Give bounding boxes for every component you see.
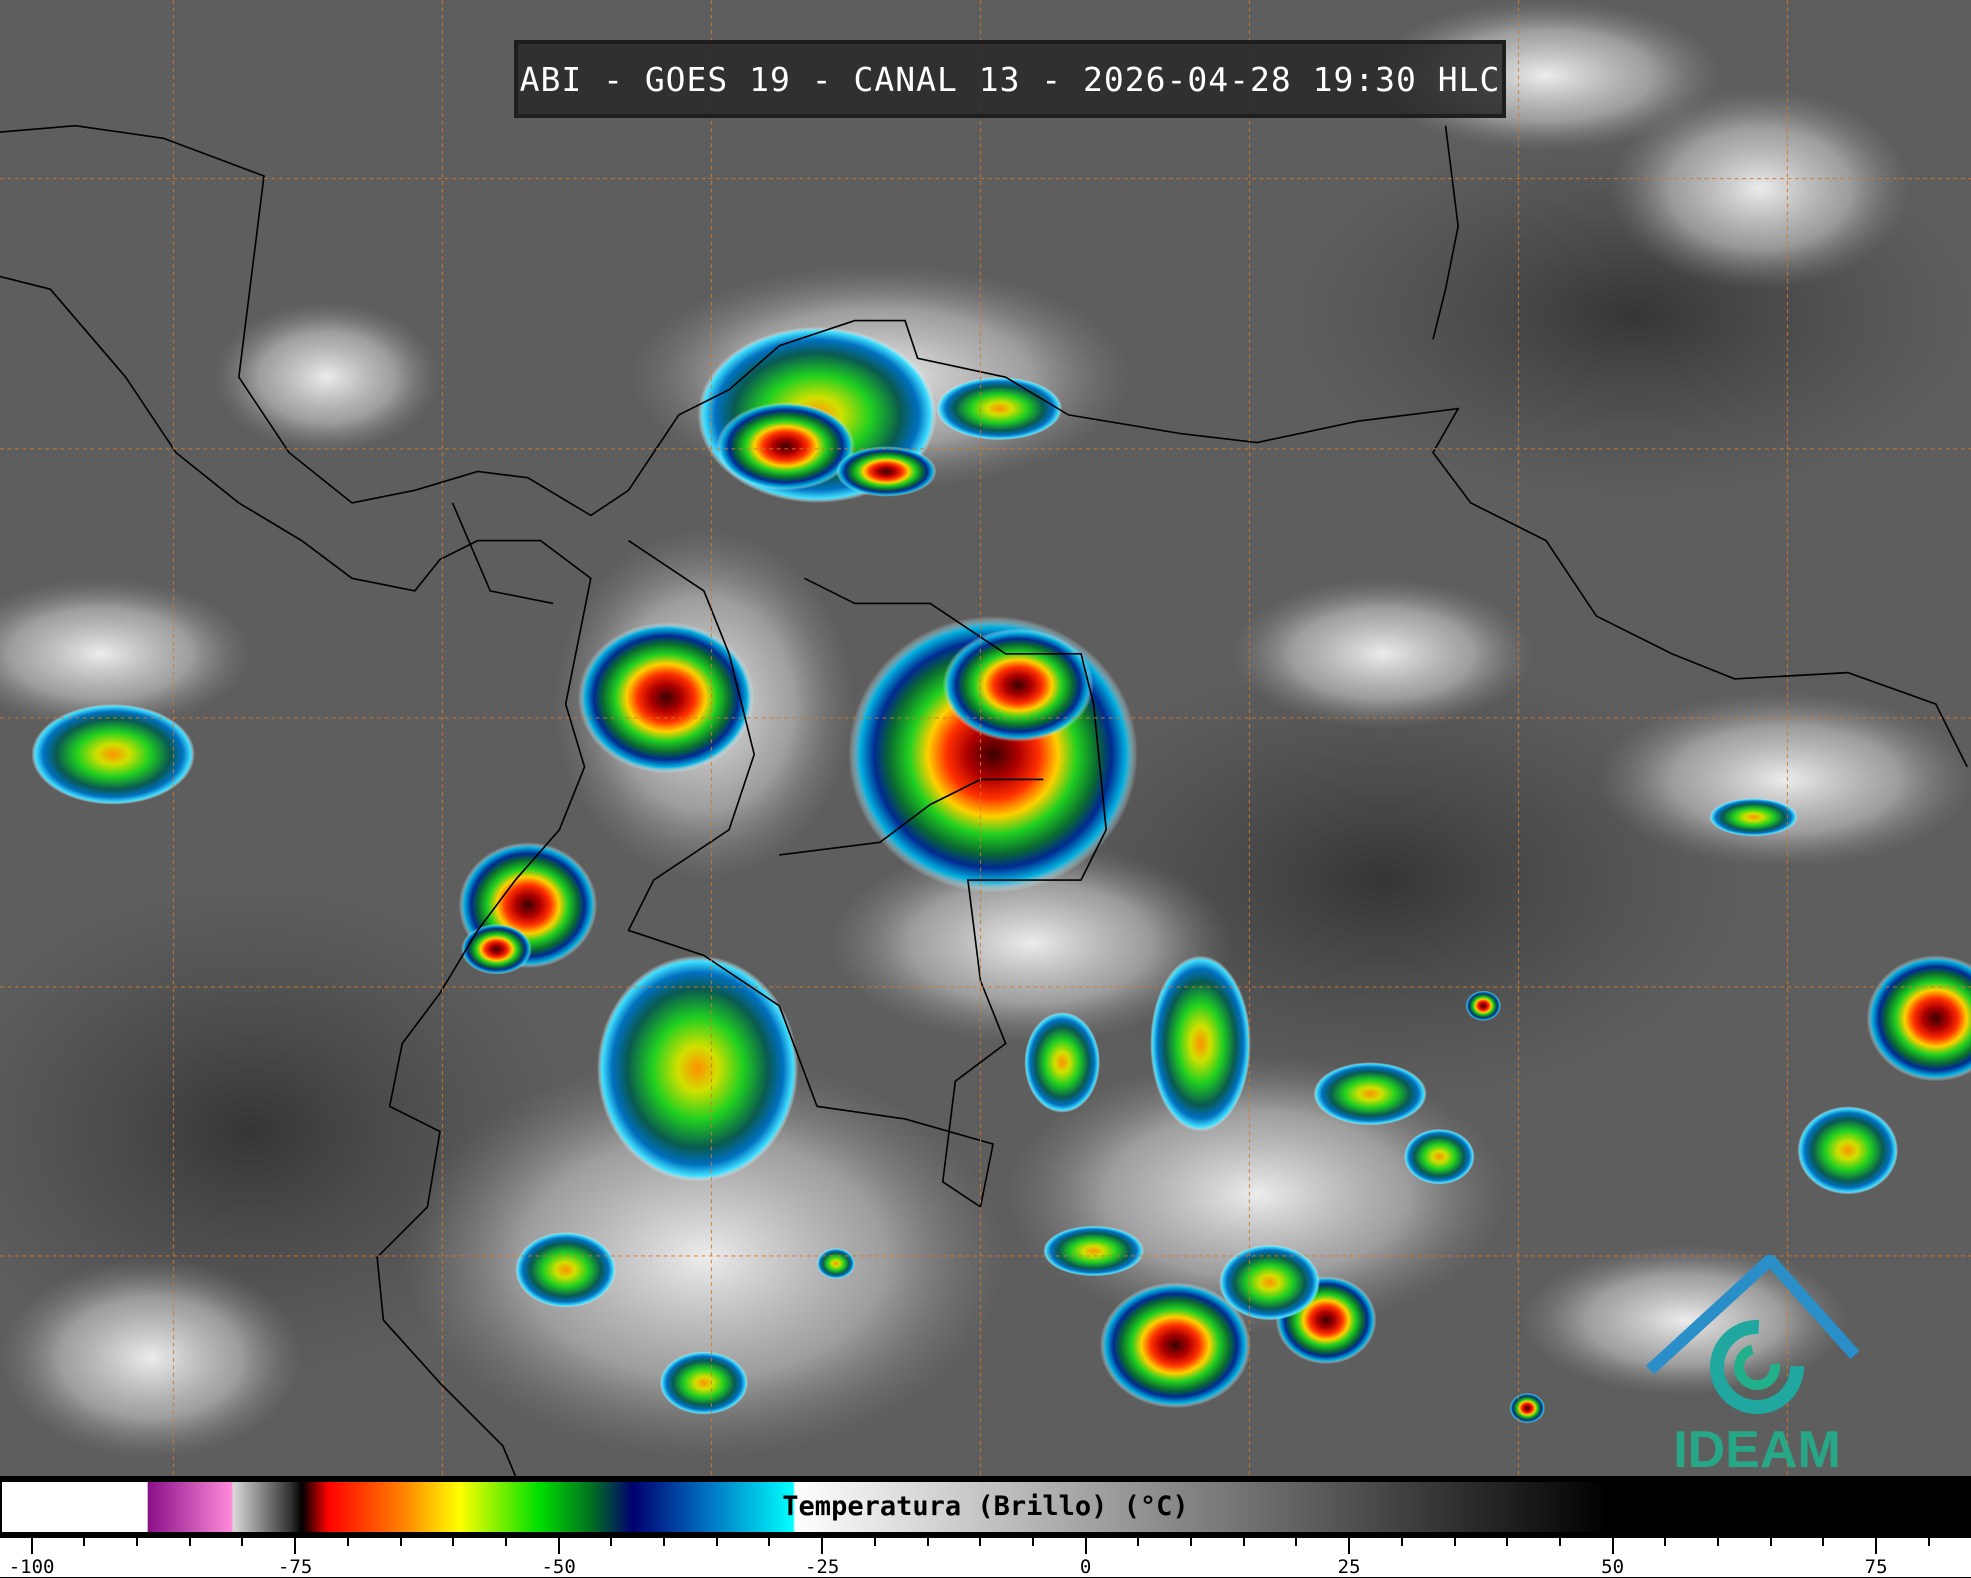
tick-label: 0	[1079, 1556, 1092, 1578]
minor-tick	[1453, 1538, 1456, 1546]
minor-tick	[399, 1538, 402, 1546]
major-tick	[821, 1538, 824, 1554]
minor-tick	[1822, 1538, 1825, 1546]
tick-label: -25	[804, 1556, 840, 1578]
title-banner: ABI - GOES 19 - CANAL 13 - 2026-04-28 19…	[514, 40, 1506, 118]
cloud-fields	[0, 0, 1971, 1459]
minor-tick	[1664, 1538, 1667, 1546]
minor-tick	[1242, 1538, 1245, 1546]
logo-text: IDEAM	[1673, 1421, 1841, 1475]
colorbar-ticks: -100 -75 -50 -25 0 25 50 75	[0, 1538, 1971, 1578]
tick-label: -75	[277, 1556, 313, 1578]
minor-tick	[83, 1538, 86, 1546]
minor-tick	[452, 1538, 455, 1546]
satellite-image-map	[0, 0, 1971, 1476]
minor-tick	[873, 1538, 876, 1546]
image-title: ABI - GOES 19 - CANAL 13 - 2026-04-28 19…	[519, 59, 1501, 99]
lat-lon-grid	[0, 0, 1971, 1476]
minor-tick	[1558, 1538, 1561, 1546]
colorbar-label: Temperatura (Brillo) (°C)	[782, 1491, 1189, 1522]
tick-label: 25	[1337, 1556, 1361, 1578]
minor-tick	[136, 1538, 139, 1546]
coastlines-and-borders	[0, 124, 1968, 1476]
minor-tick	[768, 1538, 771, 1546]
major-tick	[1611, 1538, 1614, 1554]
major-tick	[294, 1538, 297, 1554]
minor-tick	[1769, 1538, 1772, 1546]
minor-tick	[1506, 1538, 1509, 1546]
major-tick	[1084, 1538, 1087, 1554]
minor-tick	[346, 1538, 349, 1546]
major-tick	[30, 1538, 33, 1554]
minor-tick	[663, 1538, 666, 1546]
tick-label: 75	[1864, 1556, 1888, 1578]
minor-tick	[610, 1538, 613, 1546]
major-tick	[1875, 1538, 1878, 1554]
tick-label: -100	[8, 1556, 55, 1578]
major-tick	[557, 1538, 560, 1554]
minor-tick	[504, 1538, 507, 1546]
minor-tick	[1031, 1538, 1034, 1546]
minor-tick	[1137, 1538, 1140, 1546]
minor-tick	[715, 1538, 718, 1546]
minor-tick	[1190, 1538, 1193, 1546]
colorbar: Temperatura (Brillo) (°C) -100 -75 -50 -25 0…	[0, 1476, 1971, 1578]
ideam-logo: IDEAM	[1645, 1255, 1860, 1475]
minor-tick	[926, 1538, 929, 1546]
tick-label: -50	[541, 1556, 576, 1578]
convective-cells	[31, 326, 1971, 1424]
minor-tick	[1400, 1538, 1403, 1546]
minor-tick	[979, 1538, 982, 1546]
minor-tick	[241, 1538, 244, 1546]
minor-tick	[1717, 1538, 1720, 1546]
minor-tick	[1927, 1538, 1930, 1546]
colorbar-frame: Temperatura (Brillo) (°C)	[0, 1476, 1971, 1538]
tick-label: 50	[1601, 1556, 1625, 1578]
major-tick	[1348, 1538, 1351, 1554]
colorbar-gradient	[2, 1482, 1969, 1532]
minor-tick	[188, 1538, 191, 1546]
minor-tick	[1295, 1538, 1298, 1546]
